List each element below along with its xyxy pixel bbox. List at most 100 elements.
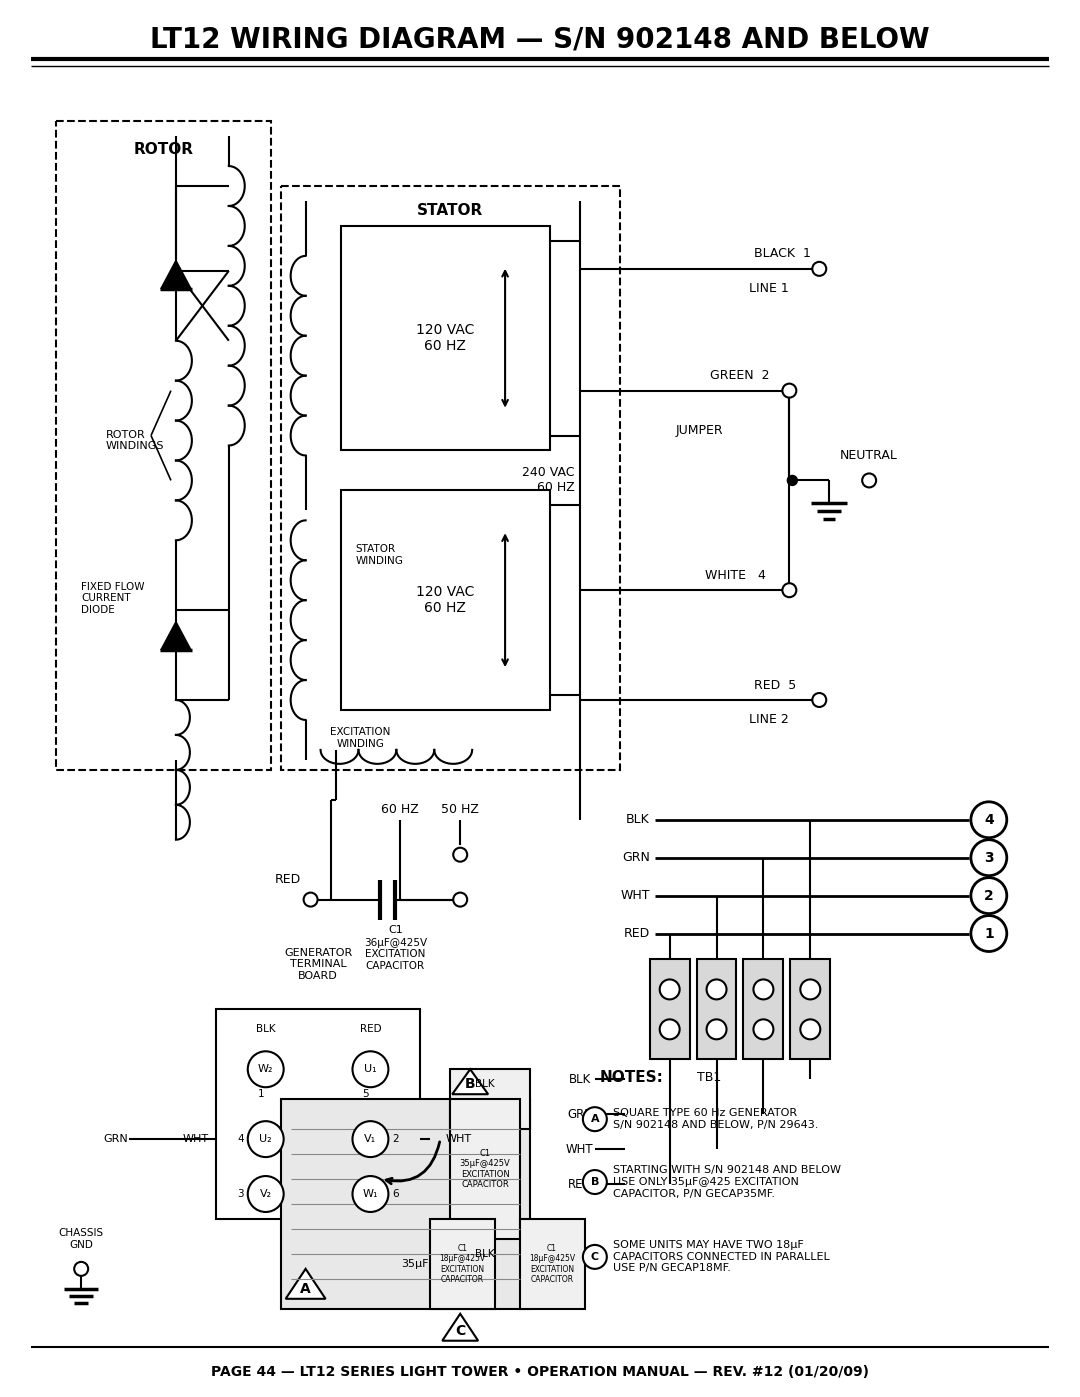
Circle shape <box>247 1122 284 1157</box>
Circle shape <box>971 915 1007 951</box>
Text: CHASSIS
GND: CHASSIS GND <box>58 1228 104 1250</box>
Text: 36μF@425V
EXCITATION
CAPACITOR: 36μF@425V EXCITATION CAPACITOR <box>364 937 427 971</box>
Text: RED: RED <box>274 873 300 886</box>
Text: C: C <box>591 1252 599 1261</box>
Text: GENERATOR
TERMINAL
BOARD: GENERATOR TERMINAL BOARD <box>284 949 352 981</box>
Text: B: B <box>464 1077 475 1091</box>
Text: FIXED FLOW
CURRENT
DIODE: FIXED FLOW CURRENT DIODE <box>81 581 145 615</box>
Circle shape <box>754 1020 773 1039</box>
Text: EXCITATION
WINDING: EXCITATION WINDING <box>330 726 391 749</box>
Text: STATOR: STATOR <box>417 204 484 218</box>
Bar <box>450 1069 530 1129</box>
Text: WHT: WHT <box>183 1134 208 1144</box>
Text: A: A <box>591 1115 599 1125</box>
Text: ROTOR
WINDINGS: ROTOR WINDINGS <box>106 430 164 451</box>
Polygon shape <box>160 258 192 289</box>
Text: V₂: V₂ <box>259 1189 272 1199</box>
Text: BLK: BLK <box>626 813 650 826</box>
Circle shape <box>247 1176 284 1213</box>
Text: RED  5: RED 5 <box>755 679 797 692</box>
Circle shape <box>971 877 1007 914</box>
Text: 1: 1 <box>257 1090 264 1099</box>
Bar <box>791 960 831 1059</box>
Text: 240 VAC
60 HZ: 240 VAC 60 HZ <box>523 467 575 495</box>
Circle shape <box>75 1261 89 1275</box>
Bar <box>340 226 550 450</box>
Circle shape <box>971 802 1007 838</box>
Circle shape <box>303 893 318 907</box>
Circle shape <box>800 979 821 999</box>
Text: 120 VAC
60 HZ: 120 VAC 60 HZ <box>416 585 474 615</box>
Text: LT12 WIRING DIAGRAM — S/N 902148 AND BELOW: LT12 WIRING DIAGRAM — S/N 902148 AND BEL… <box>150 25 930 53</box>
Text: 3: 3 <box>238 1189 244 1199</box>
Text: BLK: BLK <box>569 1073 591 1085</box>
Circle shape <box>754 979 773 999</box>
Text: RED: RED <box>623 928 650 940</box>
Bar <box>743 960 783 1059</box>
Text: GRN: GRN <box>104 1134 129 1144</box>
Circle shape <box>583 1108 607 1132</box>
Text: U₂: U₂ <box>259 1134 272 1144</box>
Text: 2: 2 <box>392 1134 399 1144</box>
Text: A: A <box>300 1282 311 1296</box>
Text: GRN: GRN <box>567 1108 593 1120</box>
Text: PAGE 44 — LT12 SERIES LIGHT TOWER • OPERATION MANUAL — REV. #12 (01/20/09): PAGE 44 — LT12 SERIES LIGHT TOWER • OPER… <box>211 1365 869 1379</box>
Text: V₁: V₁ <box>364 1134 377 1144</box>
Circle shape <box>862 474 876 488</box>
Bar <box>650 960 690 1059</box>
Text: 120 VAC
60 HZ: 120 VAC 60 HZ <box>416 323 474 353</box>
Text: 60 HZ: 60 HZ <box>381 803 419 816</box>
Polygon shape <box>588 1109 602 1126</box>
Bar <box>281 186 620 770</box>
Circle shape <box>971 840 1007 876</box>
Circle shape <box>782 384 796 398</box>
Polygon shape <box>442 1313 478 1341</box>
Circle shape <box>660 979 679 999</box>
Text: BLK: BLK <box>256 1024 275 1034</box>
Circle shape <box>352 1122 389 1157</box>
Bar <box>450 1099 521 1239</box>
Text: SOME UNITS MAY HAVE TWO 18μF
CAPACITORS CONNECTED IN PARALLEL
USE P/N GECAP18MF.: SOME UNITS MAY HAVE TWO 18μF CAPACITORS … <box>612 1241 829 1274</box>
Text: STARTING WITH S/N 902148 AND BELOW
USE ONLY 35μF@425 EXCITATION
CAPACITOR, P/N G: STARTING WITH S/N 902148 AND BELOW USE O… <box>612 1165 841 1199</box>
Text: BLK: BLK <box>475 1249 495 1259</box>
Circle shape <box>812 261 826 275</box>
Text: WHITE   4: WHITE 4 <box>704 569 766 581</box>
Circle shape <box>800 1020 821 1039</box>
Text: U₁: U₁ <box>364 1065 377 1074</box>
Text: ROTOR: ROTOR <box>134 141 193 156</box>
Text: 35μF: 35μF <box>402 1259 429 1268</box>
Bar <box>281 1099 530 1309</box>
Text: GREEN  2: GREEN 2 <box>710 369 769 383</box>
Bar <box>697 960 737 1059</box>
Text: 3: 3 <box>984 851 994 865</box>
Polygon shape <box>160 620 192 650</box>
Text: BLK: BLK <box>475 1080 495 1090</box>
Bar <box>56 122 271 770</box>
Text: STATOR
WINDING: STATOR WINDING <box>355 545 403 566</box>
Text: C1
18μF@425V
EXCITATION
CAPACITOR: C1 18μF@425V EXCITATION CAPACITOR <box>440 1243 485 1284</box>
Text: 50 HZ: 50 HZ <box>442 803 480 816</box>
Bar <box>340 490 550 710</box>
Text: C1
35μF@425V
EXCITATION
CAPACITOR: C1 35μF@425V EXCITATION CAPACITOR <box>460 1148 511 1189</box>
Circle shape <box>454 893 468 907</box>
Text: C1
18μF@425V
EXCITATION
CAPACITOR: C1 18μF@425V EXCITATION CAPACITOR <box>529 1243 575 1284</box>
Circle shape <box>583 1171 607 1194</box>
Circle shape <box>352 1176 389 1213</box>
Text: BLACK  1: BLACK 1 <box>755 247 811 260</box>
Circle shape <box>660 1020 679 1039</box>
Circle shape <box>454 848 468 862</box>
Text: GRN: GRN <box>622 851 650 865</box>
Polygon shape <box>285 1268 325 1299</box>
Text: 2: 2 <box>984 888 994 902</box>
Text: WHT: WHT <box>445 1134 471 1144</box>
Text: JUMPER: JUMPER <box>676 425 724 437</box>
Text: C: C <box>455 1324 465 1338</box>
Text: LINE 2: LINE 2 <box>750 714 789 726</box>
Text: RED: RED <box>568 1178 592 1190</box>
Circle shape <box>812 693 826 707</box>
Text: 4: 4 <box>238 1134 244 1144</box>
Circle shape <box>706 1020 727 1039</box>
Text: RED: RED <box>360 1024 381 1034</box>
Text: NOTES:: NOTES: <box>599 1070 664 1084</box>
Text: 5: 5 <box>362 1090 368 1099</box>
